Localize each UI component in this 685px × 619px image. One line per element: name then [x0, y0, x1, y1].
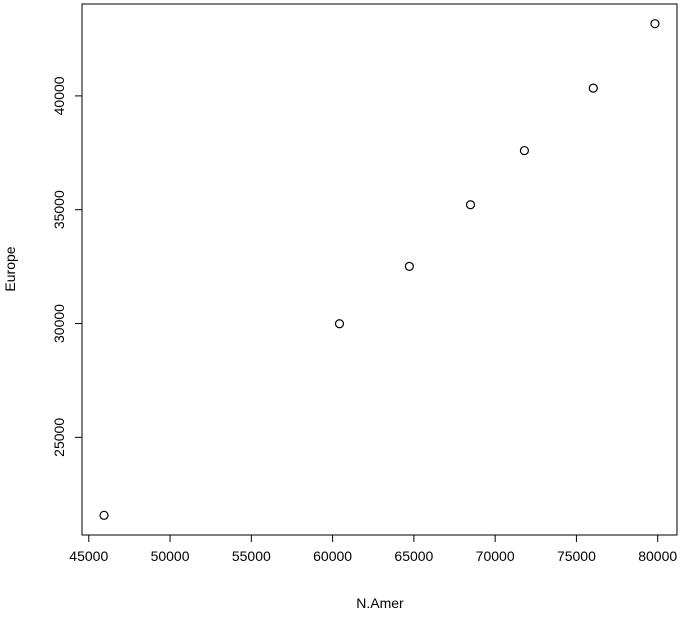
x-axis-label: N.Amer	[356, 595, 404, 611]
point	[334, 319, 345, 329]
y-tick-label: 40000	[51, 76, 67, 115]
x-tick-label: 55000	[232, 548, 271, 564]
point	[465, 200, 476, 210]
x-tick-label: 70000	[476, 548, 515, 564]
x-tick-label: 45000	[69, 548, 108, 564]
x-tick-label: 65000	[394, 548, 433, 564]
plot-box	[81, 3, 678, 536]
point	[404, 261, 414, 271]
x-tick-label: 75000	[557, 548, 596, 564]
y-tick-label: 30000	[51, 304, 67, 343]
y-axis-label: Europe	[2, 246, 18, 291]
x-tick-label: 60000	[313, 548, 352, 564]
point	[519, 145, 529, 156]
y-tick-label: 25000	[51, 418, 67, 457]
x-tick-label: 80000	[638, 548, 677, 564]
point	[99, 510, 109, 520]
y-tick-label: 35000	[51, 190, 67, 229]
point	[650, 19, 660, 29]
point	[588, 83, 598, 93]
x-tick-label: 50000	[151, 548, 190, 564]
